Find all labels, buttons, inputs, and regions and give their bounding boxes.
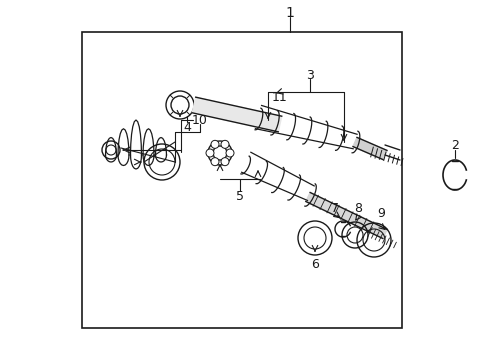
Text: 7: 7 bbox=[330, 202, 338, 215]
Text: 11: 11 bbox=[271, 90, 287, 104]
Circle shape bbox=[221, 158, 228, 166]
Circle shape bbox=[225, 149, 234, 157]
Polygon shape bbox=[192, 97, 281, 132]
Text: 4: 4 bbox=[183, 121, 190, 134]
Text: 9: 9 bbox=[376, 207, 384, 220]
Circle shape bbox=[210, 140, 219, 148]
Text: 1: 1 bbox=[285, 6, 294, 20]
Circle shape bbox=[210, 158, 219, 166]
Polygon shape bbox=[352, 138, 386, 159]
Text: 8: 8 bbox=[353, 202, 361, 215]
Circle shape bbox=[221, 140, 228, 148]
Polygon shape bbox=[305, 193, 386, 239]
Bar bbox=[82, 32, 401, 328]
Text: 5: 5 bbox=[236, 189, 244, 202]
Text: 10: 10 bbox=[192, 113, 207, 126]
Circle shape bbox=[205, 149, 214, 157]
Text: 2: 2 bbox=[450, 139, 458, 152]
Text: 6: 6 bbox=[310, 257, 318, 270]
Text: 3: 3 bbox=[305, 68, 313, 81]
